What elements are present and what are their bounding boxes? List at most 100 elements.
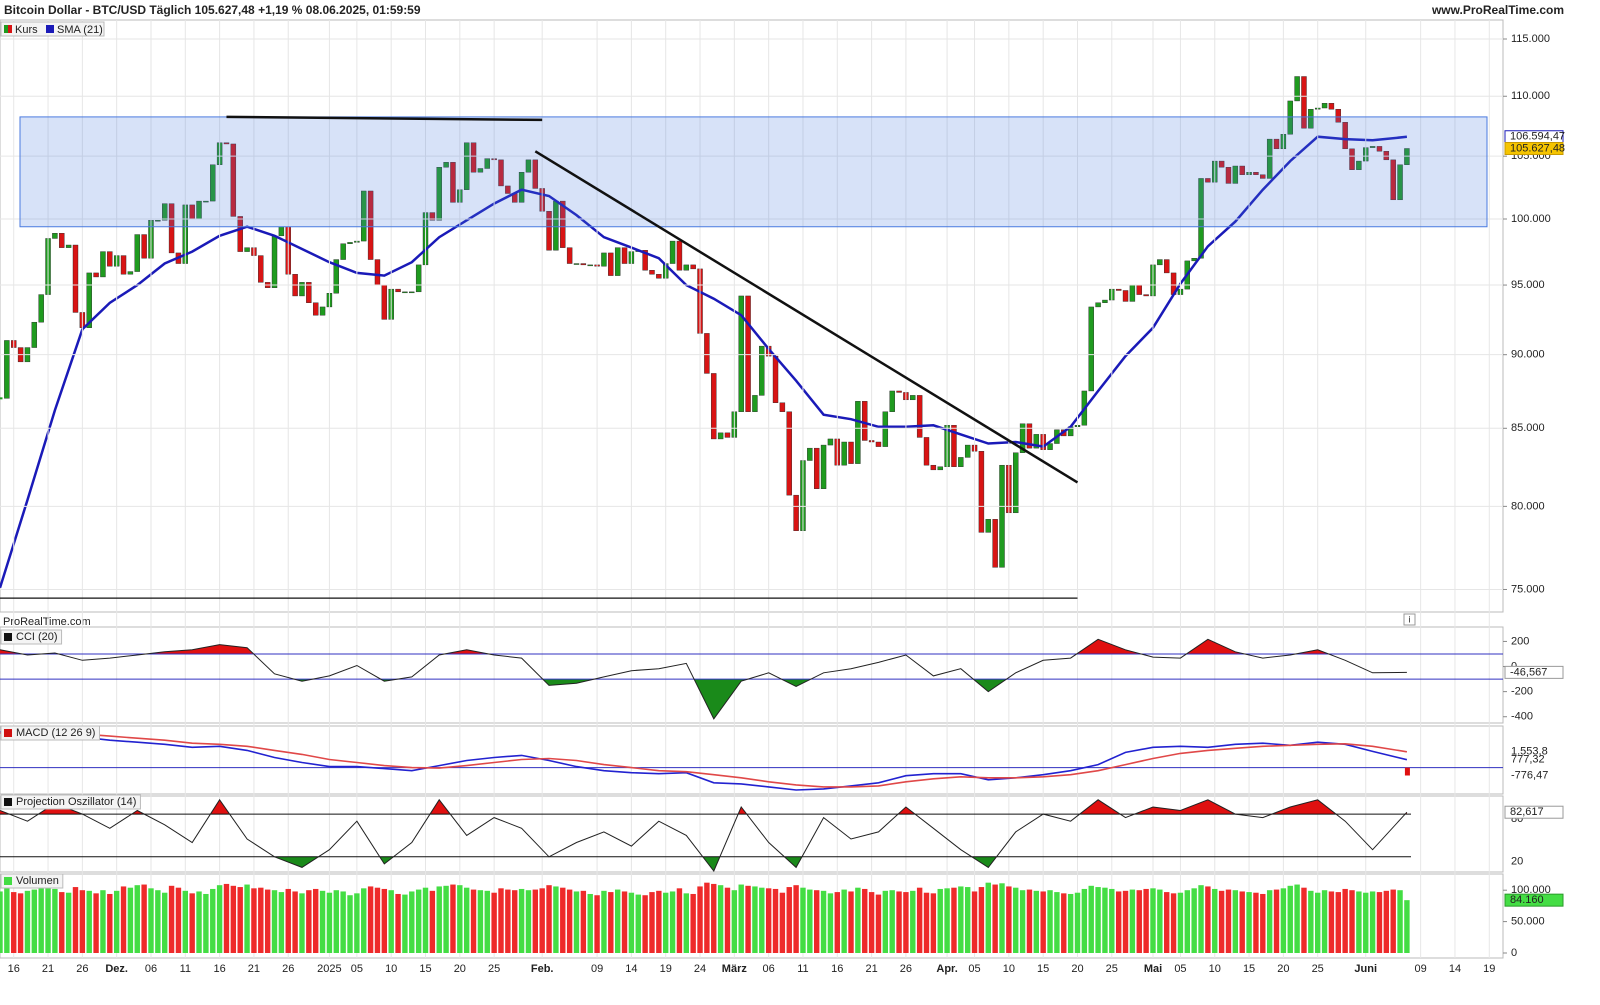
candle bbox=[1047, 443, 1053, 450]
volume-bar bbox=[113, 890, 120, 953]
panel-title: Volumen bbox=[16, 875, 59, 887]
volume-bar bbox=[1019, 890, 1026, 953]
volume-bar bbox=[264, 889, 271, 953]
volume-bar bbox=[4, 888, 10, 953]
volume-bar bbox=[1232, 890, 1239, 953]
candle bbox=[875, 441, 882, 447]
volume-bar bbox=[299, 893, 305, 953]
candle bbox=[683, 264, 690, 271]
volume-bar bbox=[1095, 887, 1101, 953]
cci-line bbox=[0, 638, 1407, 720]
volume-bar bbox=[1294, 884, 1300, 953]
candle bbox=[916, 395, 923, 438]
x-tick-label: 15 bbox=[1243, 963, 1255, 975]
volume-bar bbox=[882, 890, 889, 953]
candle bbox=[278, 226, 285, 237]
panel-swatch bbox=[4, 877, 12, 885]
candle bbox=[848, 441, 854, 464]
volume-bar bbox=[189, 893, 195, 953]
candle bbox=[258, 255, 264, 283]
candle bbox=[1198, 178, 1204, 259]
candle bbox=[1136, 284, 1142, 295]
candle bbox=[1335, 108, 1341, 123]
volume-bar bbox=[210, 888, 216, 953]
candle bbox=[361, 190, 367, 242]
volume-bar bbox=[292, 891, 298, 953]
volume-bar bbox=[1225, 889, 1232, 953]
volume-bar bbox=[896, 891, 902, 953]
volume-bar bbox=[1376, 892, 1383, 953]
volume-bar bbox=[999, 883, 1005, 953]
y-tick-label: 200 bbox=[1511, 635, 1529, 647]
volume-bar bbox=[635, 894, 641, 953]
current-label: -776,47 bbox=[1511, 769, 1548, 781]
x-tick-label: 16 bbox=[213, 963, 225, 975]
candle bbox=[1328, 103, 1335, 110]
candle bbox=[1349, 148, 1355, 170]
candle bbox=[560, 200, 566, 248]
volume-bar bbox=[367, 886, 374, 953]
volume-bar bbox=[669, 891, 676, 953]
volume-bar bbox=[759, 887, 765, 953]
info-icon[interactable] bbox=[1403, 613, 1416, 626]
candle bbox=[312, 302, 319, 316]
candle bbox=[1095, 302, 1101, 308]
volume-bar bbox=[594, 895, 600, 953]
y-tick-label: 115.000 bbox=[1511, 33, 1550, 45]
volume-bar bbox=[1253, 892, 1259, 953]
x-tick-label: 06 bbox=[763, 963, 775, 975]
candle bbox=[141, 234, 147, 259]
volume-bar bbox=[1164, 892, 1170, 953]
volume-bar bbox=[223, 883, 230, 953]
panel-title: MACD (12 26 9) bbox=[16, 727, 95, 739]
candle bbox=[669, 240, 676, 264]
volume-bar bbox=[86, 890, 92, 953]
volume-bar bbox=[1026, 889, 1033, 953]
volume-bar bbox=[807, 889, 813, 953]
candle bbox=[978, 451, 985, 533]
volume-bar bbox=[196, 891, 202, 953]
candle bbox=[395, 288, 401, 293]
volume-bar bbox=[1054, 892, 1060, 953]
volume-bar bbox=[649, 892, 655, 953]
volume-bar bbox=[162, 892, 168, 953]
volume-bar bbox=[964, 887, 971, 953]
candle bbox=[1205, 178, 1211, 183]
volume-bar bbox=[958, 886, 964, 953]
volume-bar bbox=[1088, 885, 1094, 953]
volume-bar bbox=[1067, 893, 1074, 953]
volume-bar bbox=[1109, 888, 1115, 953]
x-tick-label: 05 bbox=[351, 963, 363, 975]
volume-bar bbox=[333, 890, 339, 953]
y-tick-label: 110.000 bbox=[1511, 90, 1550, 102]
candle bbox=[1122, 290, 1129, 302]
x-tick-label: 10 bbox=[385, 963, 397, 975]
volume-bar bbox=[1301, 887, 1307, 953]
volume-bar bbox=[1006, 886, 1012, 953]
volume-bar bbox=[1280, 888, 1287, 953]
site-name: www.ProRealTime.com bbox=[1431, 3, 1564, 17]
candle bbox=[162, 203, 168, 221]
volume-bar bbox=[841, 889, 847, 953]
volume-bar bbox=[1150, 888, 1156, 953]
volume-bar bbox=[539, 888, 545, 953]
candle bbox=[724, 432, 731, 438]
volume-bar bbox=[175, 887, 182, 953]
candle bbox=[930, 464, 937, 471]
candle bbox=[306, 282, 312, 303]
volume-bar bbox=[1363, 892, 1369, 953]
x-tick-label: 15 bbox=[419, 963, 431, 975]
volume-bar bbox=[1061, 893, 1067, 953]
current-label: 84.160 bbox=[1510, 894, 1544, 906]
volume-bar bbox=[566, 889, 573, 953]
panel-title-box bbox=[0, 725, 100, 741]
volume-bar bbox=[786, 887, 792, 953]
volume-bar bbox=[141, 884, 147, 953]
candle bbox=[649, 270, 655, 275]
volume-bar bbox=[1157, 889, 1163, 953]
volume-bar bbox=[875, 894, 882, 953]
volume-bar bbox=[1397, 890, 1403, 953]
volume-bar bbox=[642, 895, 648, 953]
volume-bar bbox=[512, 890, 518, 953]
candle bbox=[676, 240, 683, 271]
